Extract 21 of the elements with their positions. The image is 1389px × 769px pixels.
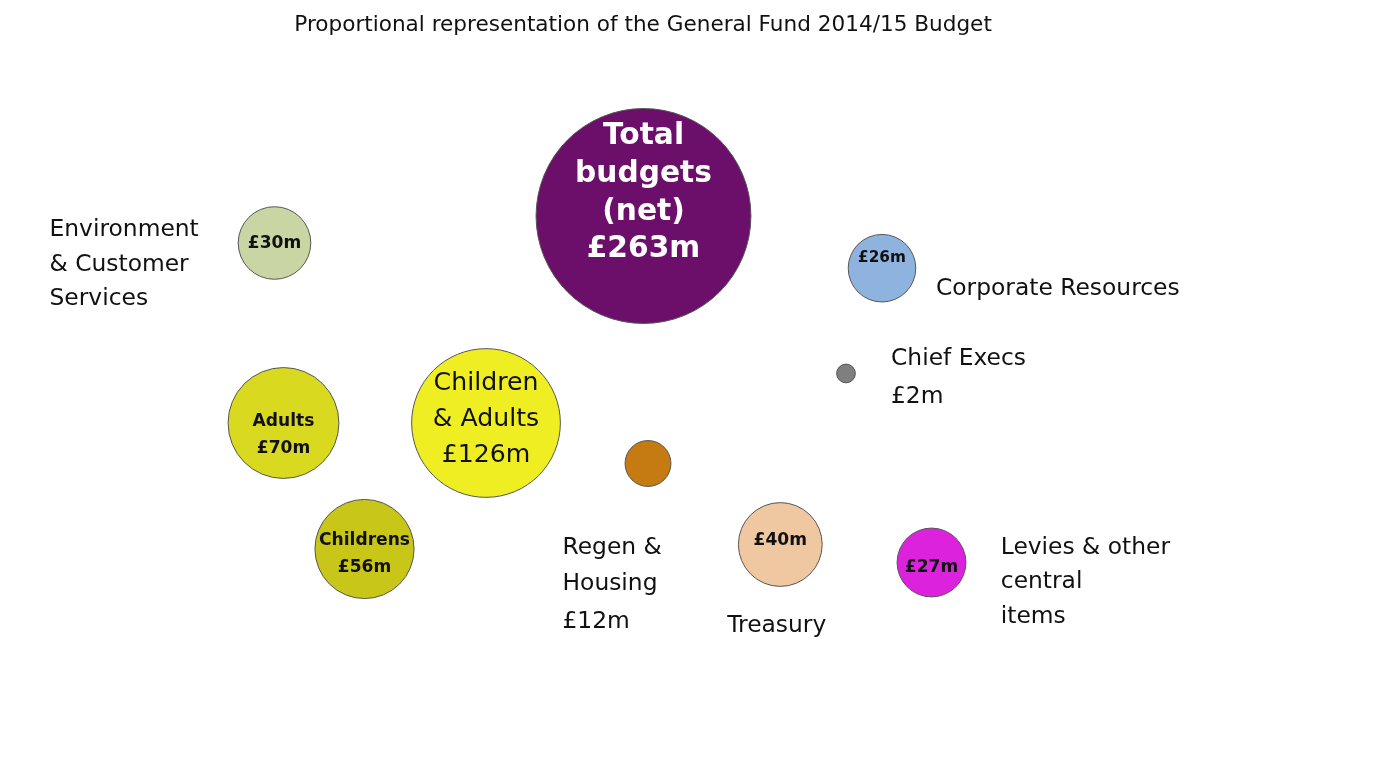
category-label: Regen & Housing bbox=[562, 532, 662, 597]
category-label: Levies & other central items bbox=[1000, 532, 1171, 629]
data-label: £40m bbox=[753, 529, 808, 549]
category-label: Chief Execs bbox=[890, 343, 1026, 372]
text: Proportional representation of the General Fund 2014/15 Budget bbox=[294, 11, 992, 37]
data-label: £12m bbox=[562, 605, 630, 634]
category-label: Corporate Resources bbox=[935, 273, 1180, 301]
category-label: Treasury bbox=[726, 610, 827, 639]
data-label: £26m bbox=[858, 248, 906, 267]
category-label: Total budgets (net) bbox=[575, 116, 712, 227]
data-label: £126m bbox=[441, 439, 531, 469]
data-label: £70m bbox=[256, 437, 311, 458]
category-label: Environment & Customer Services bbox=[49, 214, 199, 311]
data-label: £56m bbox=[337, 555, 392, 576]
data-label: £27m bbox=[904, 555, 959, 576]
category-label: Children & Adults bbox=[432, 367, 540, 433]
category-label: Adults bbox=[252, 410, 315, 431]
category-label: Childrens bbox=[319, 529, 410, 549]
data-label: £2m bbox=[890, 381, 944, 409]
data-label: £30m bbox=[247, 232, 302, 252]
data-label: £263m bbox=[586, 229, 701, 265]
